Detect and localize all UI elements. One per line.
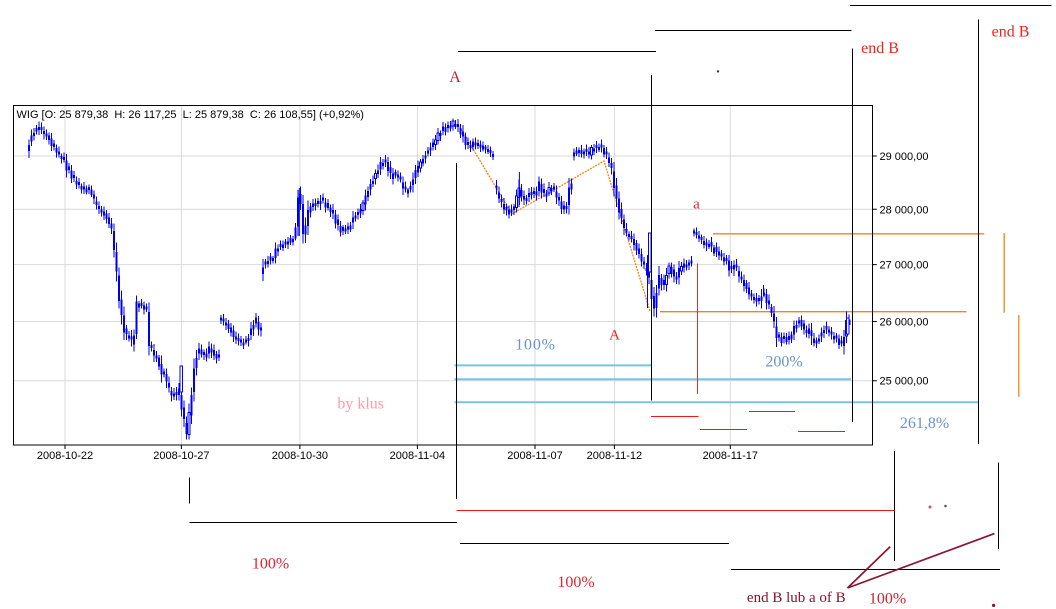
svg-text:2008-11-04: 2008-11-04 <box>390 450 445 462</box>
svg-text:27 000,00: 27 000,00 <box>880 260 929 272</box>
svg-text:29 000,00: 29 000,00 <box>880 151 929 163</box>
svg-text:25 000,00: 25 000,00 <box>880 376 929 388</box>
svg-text:261,8%: 261,8% <box>900 415 949 432</box>
svg-text:200%: 200% <box>765 354 802 371</box>
svg-text:WIG [O: 25 879,38 H: 26 117,2: WIG [O: 25 879,38 H: 26 117,25 L: 25 879… <box>17 109 364 121</box>
svg-text:100%: 100% <box>515 337 556 354</box>
svg-text:100%: 100% <box>869 591 906 608</box>
svg-text:2008-10-27: 2008-10-27 <box>153 450 209 462</box>
svg-text:100%: 100% <box>252 556 289 573</box>
svg-text:2008-11-07: 2008-11-07 <box>507 450 562 462</box>
svg-text:A: A <box>449 69 461 86</box>
svg-text:2008-11-17: 2008-11-17 <box>703 450 758 462</box>
svg-text:end B lub a of B: end B lub a of B <box>747 590 846 606</box>
svg-text:A: A <box>609 328 620 344</box>
svg-text:2008-10-30: 2008-10-30 <box>272 450 328 462</box>
svg-text:end B: end B <box>992 24 1030 41</box>
svg-text:100%: 100% <box>557 574 594 591</box>
svg-text:26 000,00: 26 000,00 <box>880 317 929 329</box>
svg-text:2008-11-12: 2008-11-12 <box>587 450 642 462</box>
svg-text:28 000,00: 28 000,00 <box>880 204 929 216</box>
svg-text:a: a <box>693 197 700 213</box>
svg-text:end B: end B <box>861 40 899 57</box>
svg-text:by klus: by klus <box>337 396 384 413</box>
svg-text:2008-10-22: 2008-10-22 <box>37 450 93 462</box>
